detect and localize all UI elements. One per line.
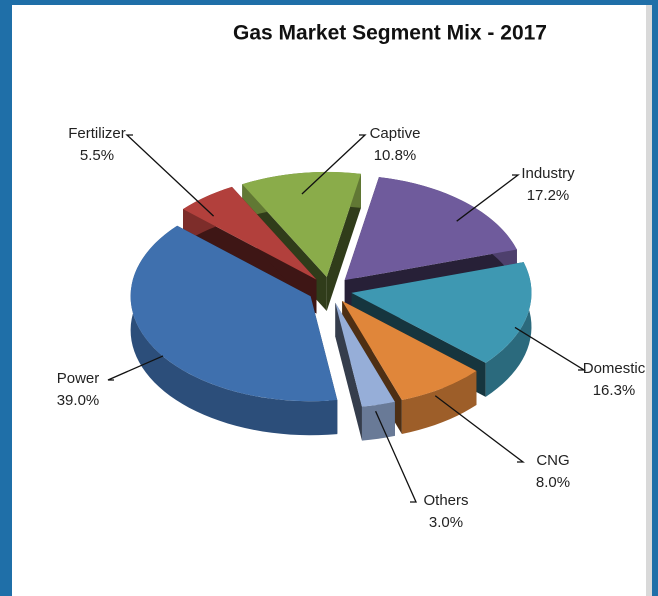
value-label: 10.8% [374,147,417,164]
slice-top [183,186,317,280]
value-label: 8.0% [536,474,570,491]
category-label: Power [57,370,100,387]
slice-wall [361,401,395,441]
value-label: 39.0% [57,392,100,409]
pie-slice [335,302,395,441]
category-label: Others [423,492,468,509]
value-label: 3.0% [429,514,463,531]
slice-top [344,177,517,281]
chart-title: Gas Market Segment Mix - 2017 [233,22,547,45]
leader-line [107,355,164,381]
value-label: 5.5% [80,147,114,164]
slice-top [130,225,338,402]
slice-top [335,302,395,407]
leader-line [434,395,525,463]
slice-top [342,300,477,401]
category-label: Captive [370,125,421,142]
slice-wall [130,225,338,436]
slice-wall [485,262,532,397]
leader-line [514,326,587,371]
slice-wall [401,370,477,435]
category-label: CNG [536,452,569,469]
pie-slice [130,225,338,436]
slice-top [351,262,532,363]
value-label: 16.3% [593,382,636,399]
value-label: 17.2% [527,187,570,204]
leader-line [125,134,215,217]
slice-side [326,173,361,311]
slice-side [335,302,362,441]
category-label: Fertilizer [68,125,126,142]
leader-line [301,134,367,195]
category-label: Domestic [583,360,646,377]
leader-line [456,174,520,222]
leader-line [375,410,418,503]
chart-frame [12,5,652,596]
category-label: Industry [521,165,575,182]
slice-top [242,171,361,277]
